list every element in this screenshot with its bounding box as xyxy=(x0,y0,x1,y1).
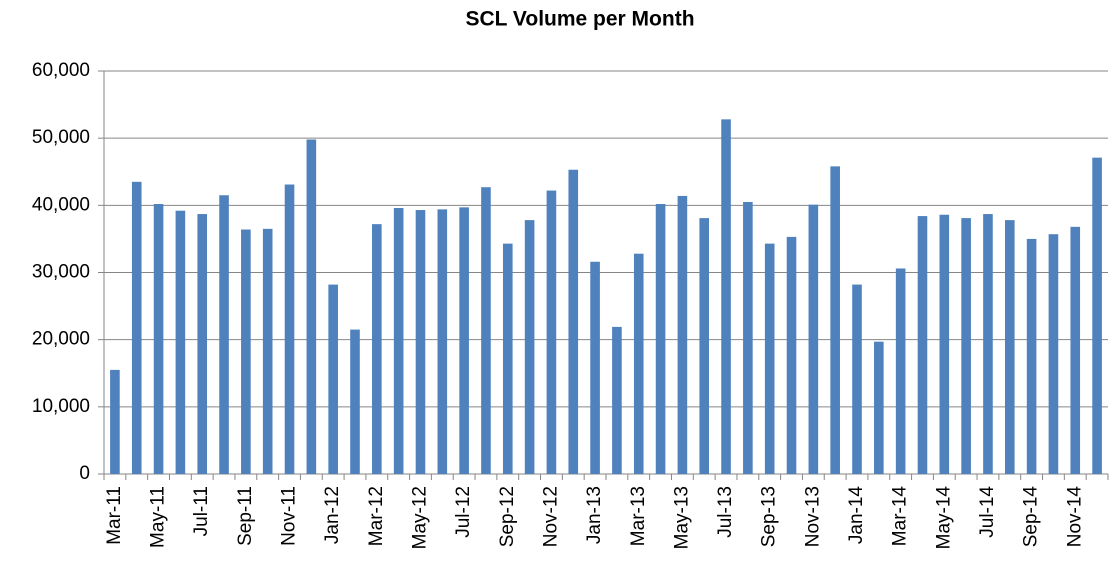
bar xyxy=(153,203,164,475)
y-tick-label: 0 xyxy=(79,463,90,484)
bar xyxy=(197,214,208,474)
x-tick-label: Jan-12 xyxy=(322,486,343,544)
bar xyxy=(612,326,622,474)
bar xyxy=(306,139,317,474)
bar xyxy=(219,195,229,474)
bar xyxy=(939,214,950,474)
bar xyxy=(546,190,557,474)
bar xyxy=(568,169,579,475)
y-tick-label: 30,000 xyxy=(32,262,90,283)
bar xyxy=(328,284,338,474)
x-tick-label: Sep-13 xyxy=(759,486,780,547)
x-tick-label: Sep-12 xyxy=(497,486,518,547)
x-tick-label: May-13 xyxy=(671,486,692,549)
x-tick-label: May-11 xyxy=(148,486,169,548)
bar xyxy=(677,195,688,474)
bar xyxy=(590,261,600,474)
bar xyxy=(262,228,273,474)
y-tick-label: 10,000 xyxy=(32,396,90,417)
x-tick-label: Jan-13 xyxy=(584,486,605,544)
bar xyxy=(502,243,513,474)
bar xyxy=(917,216,928,474)
x-tick-label: Jan-14 xyxy=(846,486,867,545)
bar xyxy=(852,284,862,474)
x-tick-label: Mar-14 xyxy=(890,486,911,547)
x-tick-label: Mar-11 xyxy=(104,486,125,545)
x-tick-label: Sep-11 xyxy=(235,486,256,546)
bar xyxy=(633,253,644,474)
x-tick-label: Nov-11 xyxy=(279,486,300,546)
x-tick-label: Jul-14 xyxy=(977,486,998,538)
bar xyxy=(786,236,797,474)
bar xyxy=(961,218,971,474)
bar xyxy=(284,184,295,475)
x-tick-label: May-12 xyxy=(409,486,430,549)
bar xyxy=(481,187,491,474)
bar xyxy=(874,341,884,474)
x-tick-label: May-14 xyxy=(933,486,954,550)
bar xyxy=(393,208,404,474)
bar xyxy=(131,181,142,474)
bar xyxy=(808,204,819,474)
bar xyxy=(350,329,360,474)
bar xyxy=(830,166,840,475)
bar xyxy=(110,369,120,474)
y-tick-label: 20,000 xyxy=(32,329,90,350)
bar xyxy=(459,207,469,474)
x-tick-label: Jul-12 xyxy=(453,486,474,538)
x-tick-label: Nov-13 xyxy=(802,486,823,547)
bar xyxy=(983,214,993,474)
x-tick-label: Sep-14 xyxy=(1021,486,1042,548)
x-tick-label: Jul-13 xyxy=(715,486,736,538)
chart-title: SCL Volume per Month xyxy=(465,8,694,31)
bar xyxy=(437,209,448,474)
bar xyxy=(699,218,710,474)
bar xyxy=(524,220,535,474)
bar xyxy=(1004,220,1015,474)
x-tick-label: Nov-12 xyxy=(540,486,561,547)
bar xyxy=(1048,234,1059,474)
bar xyxy=(175,210,186,474)
bar xyxy=(241,229,251,474)
bar xyxy=(372,224,382,474)
bar xyxy=(655,203,666,475)
bar xyxy=(764,243,775,474)
x-tick-label: Mar-12 xyxy=(366,486,387,546)
bar xyxy=(415,210,426,474)
bar xyxy=(743,201,753,474)
x-tick-label: Jul-11 xyxy=(191,486,212,536)
bar xyxy=(1092,157,1102,474)
bar xyxy=(1070,226,1081,474)
bar xyxy=(721,119,731,475)
bar xyxy=(895,268,906,474)
y-tick-label: 50,000 xyxy=(32,127,90,148)
x-tick-label: Nov-14 xyxy=(1064,486,1085,548)
bar xyxy=(1026,238,1037,474)
x-tick-label: Mar-13 xyxy=(628,486,649,546)
y-tick-label: 60,000 xyxy=(32,60,90,81)
y-tick-label: 40,000 xyxy=(32,194,90,215)
